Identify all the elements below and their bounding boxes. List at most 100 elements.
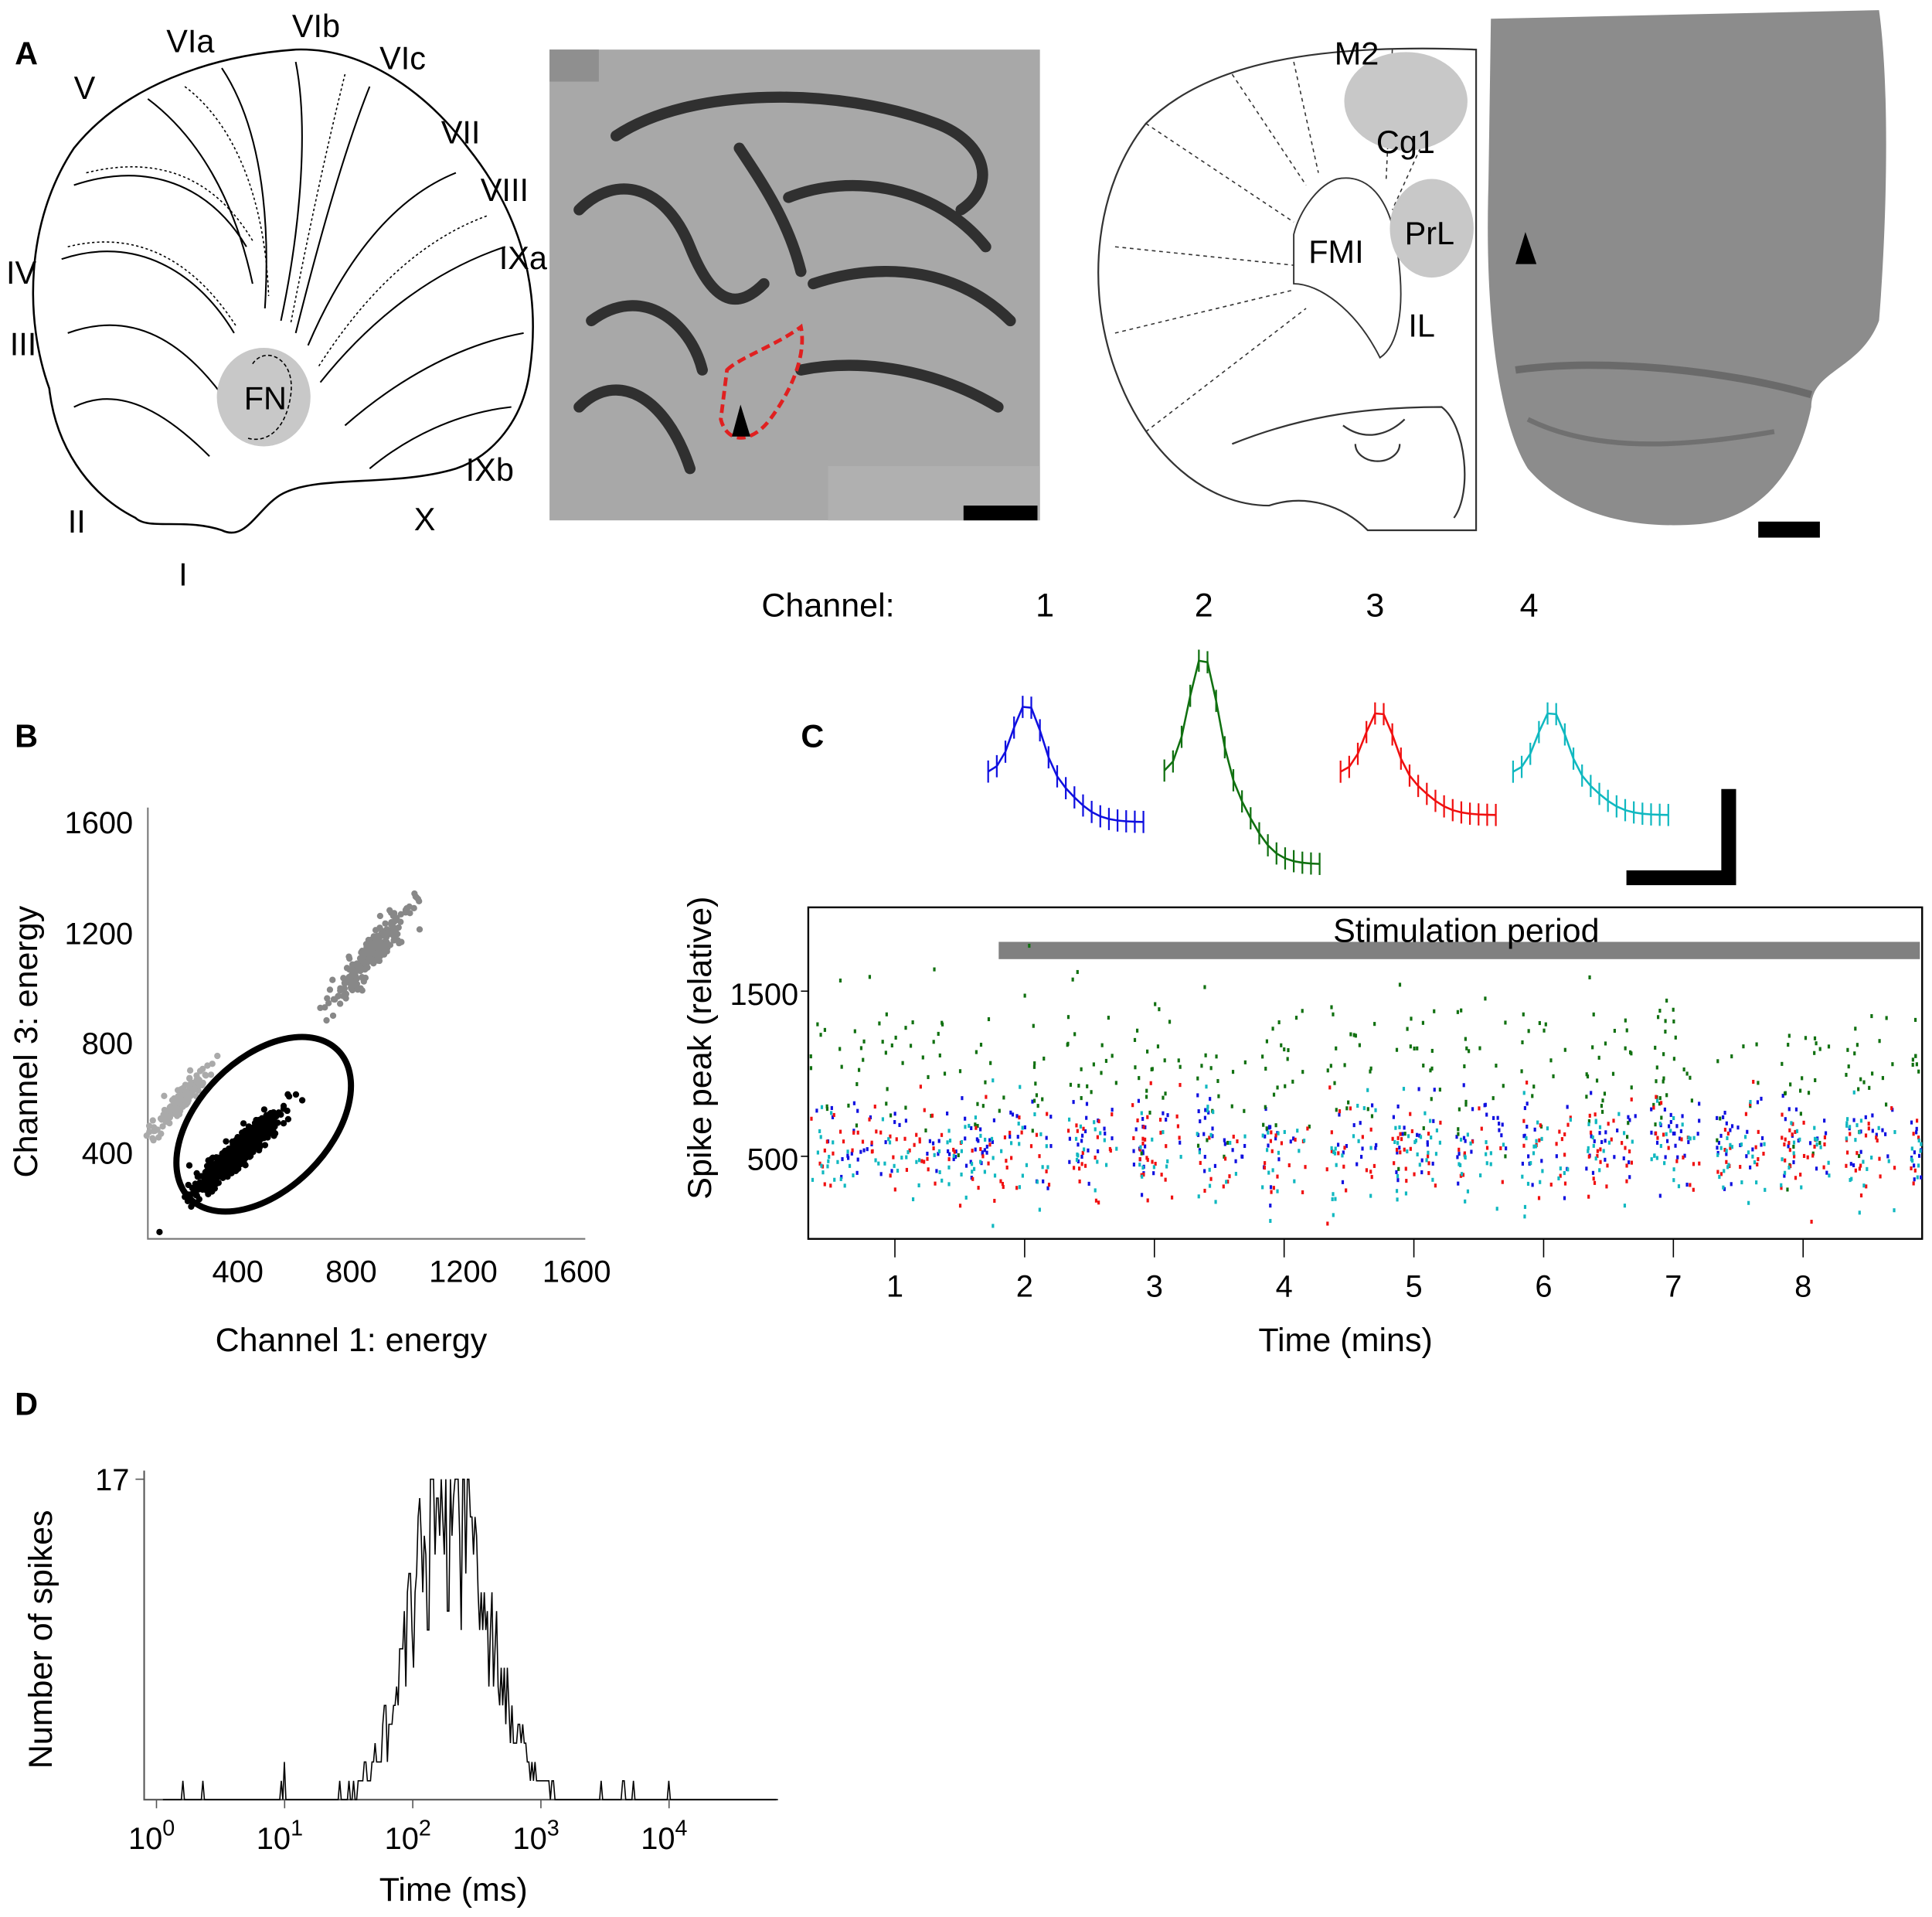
spike-point (1404, 1191, 1408, 1196)
spike-point (885, 1102, 888, 1106)
spike-point (1664, 1019, 1667, 1023)
spike-point (1416, 1132, 1419, 1137)
spike-point (1142, 1125, 1145, 1129)
spike-point (1225, 1180, 1228, 1184)
spike-point (1859, 1119, 1863, 1123)
spike-point (1338, 1109, 1342, 1114)
spike-point (1208, 1136, 1211, 1140)
spike-point (1103, 1126, 1106, 1131)
spike-point (1534, 1144, 1537, 1149)
spike-point (1471, 1139, 1475, 1144)
x-tick-label: 5 (1405, 1270, 1422, 1304)
spike-point (1784, 1158, 1787, 1163)
spike-point (1566, 1122, 1570, 1127)
scatter-point (380, 951, 388, 958)
spike-point (1685, 1071, 1689, 1076)
scatter-point (204, 1062, 211, 1069)
spike-point (1141, 1136, 1145, 1141)
scatter-point (388, 919, 395, 926)
spike-point (1569, 1115, 1572, 1120)
scatter-point (171, 1105, 179, 1112)
spike-point (1683, 1153, 1686, 1158)
scatter-point (194, 1173, 202, 1180)
spike-point (1915, 1130, 1918, 1135)
spike-point (851, 1148, 854, 1153)
spike-raster-plot: Stimulation period 1 2 3 4 5 6 7 8 1500 500 Tim… (682, 896, 1923, 1359)
spike-point (1143, 1144, 1147, 1149)
scatter-point (341, 979, 349, 986)
spike-point (969, 1159, 972, 1164)
scatter-point (150, 1137, 157, 1144)
spike-point (974, 1122, 977, 1127)
spike-point (905, 1167, 908, 1173)
spike-point (1331, 1197, 1334, 1201)
spike-point (1716, 1059, 1719, 1064)
spike-point (1430, 1066, 1434, 1071)
cluster-selection-ellipse[interactable] (144, 1004, 384, 1245)
spike-point (1752, 1079, 1755, 1084)
spike-point (1852, 1090, 1855, 1095)
spike-point (868, 975, 872, 979)
spike-point (1696, 1132, 1699, 1136)
spike-point (1365, 1168, 1369, 1173)
spike-point (1780, 1183, 1783, 1187)
spike-point (1144, 1125, 1147, 1129)
spike-point (1910, 1120, 1913, 1125)
spike-point (1107, 1016, 1111, 1020)
spike-point (1148, 1110, 1151, 1115)
spike-point (1859, 1163, 1862, 1168)
spike-point (1563, 1153, 1566, 1157)
spike-point (1893, 1129, 1896, 1135)
spike-point (881, 1117, 885, 1122)
spike-point (1093, 1120, 1096, 1125)
spike-point (1413, 1139, 1417, 1145)
spike-point (1677, 1184, 1681, 1189)
scatter-point (220, 1163, 227, 1170)
spike-point (1243, 1134, 1247, 1139)
spike-point (1009, 1110, 1012, 1115)
spike-point (1603, 1091, 1607, 1096)
spike-point (1859, 1129, 1862, 1134)
spike-point (1068, 1159, 1071, 1164)
spike-point (1395, 1147, 1399, 1153)
spike-point (1587, 1149, 1590, 1153)
spike-point (1289, 1139, 1292, 1144)
spike-point (1818, 1140, 1821, 1146)
scatter-point (214, 1052, 221, 1060)
spike-point (1355, 1162, 1359, 1166)
spike-point (1330, 1130, 1333, 1135)
spike-point (1261, 1185, 1264, 1190)
spike-point (1810, 1219, 1813, 1224)
spike-point (1602, 1149, 1605, 1153)
spike-point (868, 1117, 871, 1122)
spike-point (1658, 1193, 1662, 1198)
spike-point (1484, 1102, 1487, 1107)
spike-point (1815, 1166, 1818, 1171)
spike-point (1848, 1125, 1852, 1129)
spike-point (975, 1050, 978, 1054)
spike-point (852, 1101, 855, 1105)
spike-point (1131, 1103, 1134, 1108)
spike-point (1845, 1121, 1849, 1125)
spike-point (964, 1136, 967, 1141)
scatter-point (206, 1169, 213, 1176)
spike-point (981, 1150, 984, 1155)
spike-point (1678, 1136, 1682, 1141)
spike-point (1600, 1104, 1604, 1108)
spike-point (1667, 1124, 1671, 1129)
spike-point (1413, 1172, 1416, 1176)
spike-point (1277, 1150, 1281, 1155)
spike-point (1341, 1153, 1344, 1158)
spike-point (1111, 1054, 1114, 1058)
spike-point (1083, 1147, 1086, 1152)
spike-point (1522, 1012, 1525, 1016)
spike-point (952, 1157, 955, 1162)
spike-point (1811, 1153, 1815, 1158)
scatter-point (212, 1172, 219, 1179)
spike-point (1624, 1046, 1627, 1050)
spike-point (809, 1054, 812, 1059)
spike-point (964, 1163, 968, 1168)
spike-point (1585, 1166, 1588, 1171)
spike-point (1536, 1120, 1539, 1125)
spike-point (1231, 1070, 1235, 1074)
